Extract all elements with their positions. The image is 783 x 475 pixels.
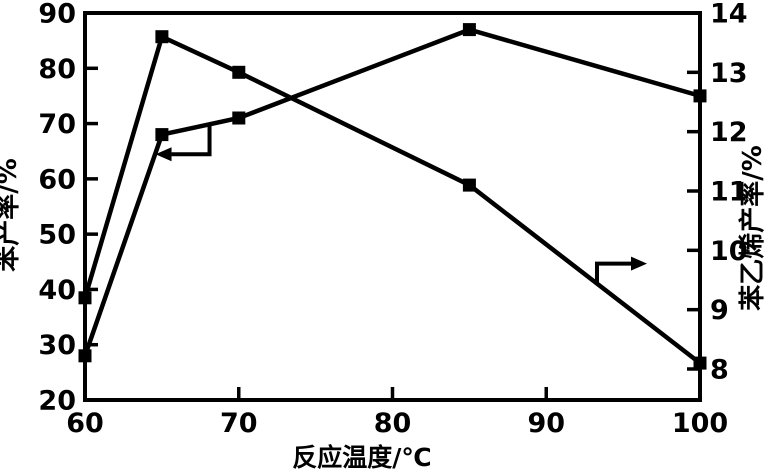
right-tick-label: 9 bbox=[710, 295, 729, 326]
x-tick-label: 80 bbox=[374, 408, 412, 439]
data-point-marker-benzene-yield bbox=[155, 128, 169, 142]
right-tick-label: 13 bbox=[710, 58, 748, 89]
data-point-marker-benzene-yield bbox=[693, 89, 707, 103]
right-tick-label: 8 bbox=[710, 355, 729, 386]
series-line-benzene-yield bbox=[82, 27, 701, 357]
right-axis-title: 苯乙烯产率/% bbox=[737, 145, 768, 312]
x-tick-label: 90 bbox=[527, 408, 565, 439]
left-tick-label: 20 bbox=[38, 386, 76, 417]
left-tick-label: 50 bbox=[38, 220, 76, 251]
data-point-marker-styrene-yield bbox=[693, 356, 707, 370]
data-point-marker-benzene-yield bbox=[232, 111, 246, 125]
left-tick-label: 90 bbox=[38, 0, 76, 30]
left-axis-arrow-head bbox=[155, 147, 172, 162]
left-tick-label: 30 bbox=[38, 330, 76, 361]
right-axis-arrow bbox=[594, 261, 631, 284]
data-point-marker-styrene-yield bbox=[232, 65, 246, 79]
left-axis-title: 苯产率/% bbox=[0, 158, 23, 273]
right-axis-arrow-head bbox=[630, 256, 647, 271]
data-point-marker-styrene-yield bbox=[78, 291, 92, 305]
x-axis-title: 反应温度/℃ bbox=[292, 443, 431, 472]
left-tick-label: 70 bbox=[38, 109, 76, 140]
x-tick-label: 100 bbox=[672, 408, 728, 439]
data-point-marker-styrene-yield bbox=[462, 178, 476, 192]
data-point-marker-benzene-yield bbox=[78, 349, 92, 363]
x-tick-label: 60 bbox=[66, 408, 104, 439]
x-tick-label: 70 bbox=[220, 408, 258, 439]
right-tick-label: 10 bbox=[710, 236, 748, 267]
right-tick-label: 12 bbox=[710, 117, 748, 148]
data-point-marker-benzene-yield bbox=[462, 23, 476, 37]
right-tick-label: 11 bbox=[710, 177, 748, 208]
left-tick-label: 80 bbox=[38, 54, 76, 85]
left-tick-label: 60 bbox=[38, 164, 76, 195]
series-line-styrene-yield bbox=[82, 33, 702, 365]
left-tick-label: 40 bbox=[38, 275, 76, 306]
right-tick-label: 14 bbox=[710, 0, 748, 30]
data-point-marker-styrene-yield bbox=[155, 30, 169, 44]
left-axis-arrow bbox=[171, 124, 212, 157]
